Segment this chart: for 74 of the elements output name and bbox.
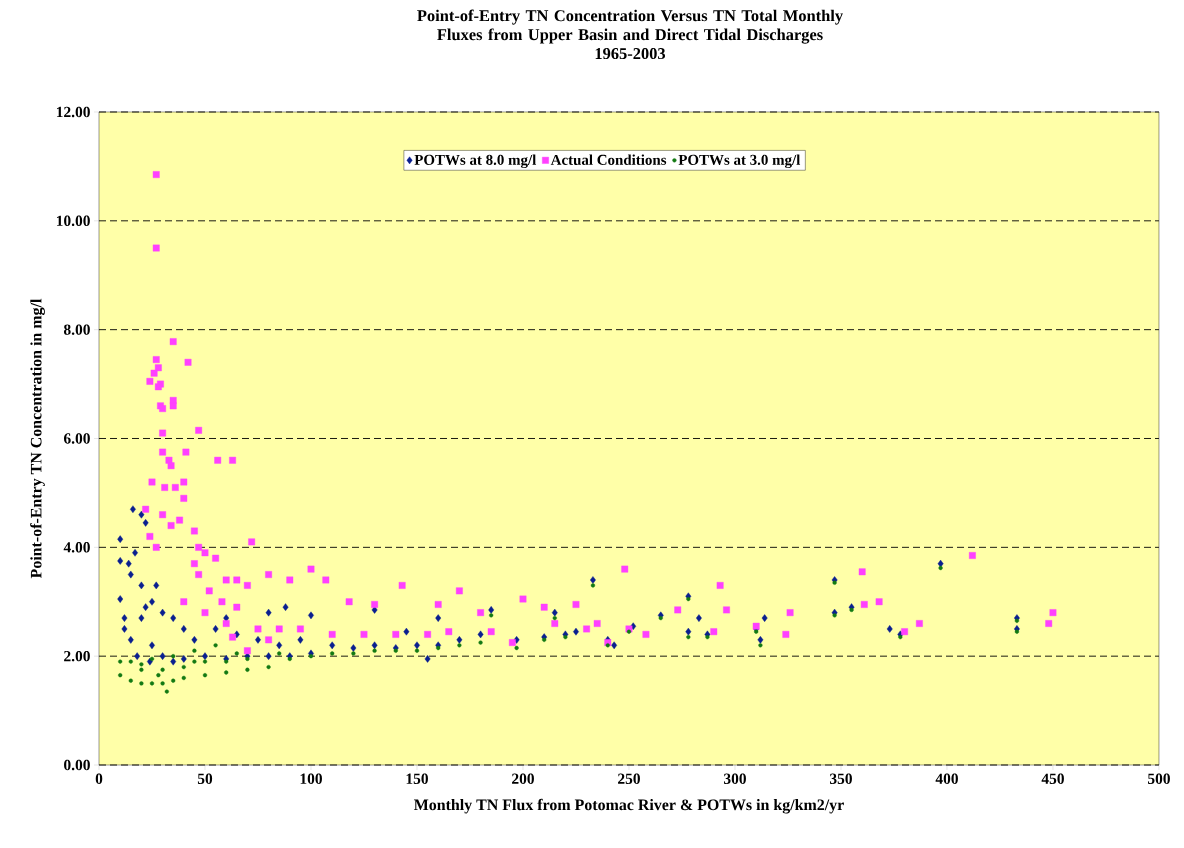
point xyxy=(181,675,186,681)
x-tick-label: 150 xyxy=(406,773,428,784)
point xyxy=(590,583,596,588)
point xyxy=(164,689,169,694)
legend-label: Actual Conditions xyxy=(550,154,667,165)
y-tick-label: 12.00 xyxy=(56,106,90,118)
point xyxy=(171,678,176,683)
point xyxy=(626,629,632,634)
y-tick-label: 8.00 xyxy=(63,324,90,335)
point xyxy=(849,607,854,613)
x-tick-label: 450 xyxy=(1041,773,1064,784)
y-axis-title: Point-of-Entry TN Concentration in mg/l xyxy=(30,298,45,579)
y-tick-label: 6.00 xyxy=(63,433,90,444)
point xyxy=(128,678,133,683)
y-tick-label: 10.00 xyxy=(56,215,90,227)
point xyxy=(224,659,229,664)
point xyxy=(754,629,759,634)
y-tick-label: 2.00 xyxy=(64,650,90,662)
point xyxy=(181,664,186,670)
point xyxy=(192,648,197,653)
x-tick-label: 250 xyxy=(618,773,640,784)
point xyxy=(542,637,547,642)
point xyxy=(202,673,208,678)
point xyxy=(202,659,208,664)
point xyxy=(245,667,250,672)
x-tick-label: 0 xyxy=(95,773,103,784)
point xyxy=(287,656,292,661)
point xyxy=(160,681,165,686)
x-tick-label: 300 xyxy=(723,773,746,784)
x-tick-label: 350 xyxy=(829,773,852,784)
point xyxy=(277,651,282,656)
point xyxy=(234,651,239,656)
x-tick-label: 400 xyxy=(935,773,958,784)
point xyxy=(139,667,144,672)
point xyxy=(156,673,161,678)
legend-label: POTWs at 3.0 mg/l xyxy=(678,154,801,169)
x-tick-label: 500 xyxy=(1148,773,1170,784)
point xyxy=(393,648,398,653)
point xyxy=(118,673,123,678)
point xyxy=(266,664,271,670)
point xyxy=(139,681,144,686)
point xyxy=(1014,618,1020,623)
chart-title: Point-of-Entry TN Concentration Versus TN Total Monthly Fluxes from Upper Basin and Direct Tidal Discharges xyxy=(417,9,843,44)
point xyxy=(128,659,133,664)
point xyxy=(758,643,763,648)
x-tick-label: 50 xyxy=(197,773,213,784)
y-tick-label: 0.00 xyxy=(64,759,90,771)
x-axis-title: Monthly TN Flux from Potomac River & POTWs in kg/km2/yr xyxy=(413,798,844,814)
point xyxy=(514,645,519,651)
point xyxy=(149,681,155,686)
point xyxy=(457,643,462,648)
x-tick-label: 100 xyxy=(300,773,322,784)
point xyxy=(224,670,229,675)
point xyxy=(436,645,441,651)
point xyxy=(351,651,356,656)
point xyxy=(686,596,691,602)
point xyxy=(330,651,335,656)
point xyxy=(160,667,165,672)
chart-subtitle: 1965-2003 xyxy=(595,48,666,60)
x-tick-label: 200 xyxy=(512,773,534,784)
point xyxy=(139,662,144,667)
point xyxy=(686,635,691,640)
point xyxy=(489,613,494,618)
point xyxy=(1014,629,1020,634)
y-tick-label: 4.00 xyxy=(63,542,90,553)
point xyxy=(658,615,663,621)
point xyxy=(245,656,250,661)
point xyxy=(605,643,610,648)
point xyxy=(118,659,123,664)
legend-label: POTWs at 8.0 mg/l xyxy=(414,154,537,169)
point xyxy=(213,643,218,648)
point xyxy=(192,659,197,664)
point xyxy=(478,640,483,645)
point xyxy=(832,580,837,585)
